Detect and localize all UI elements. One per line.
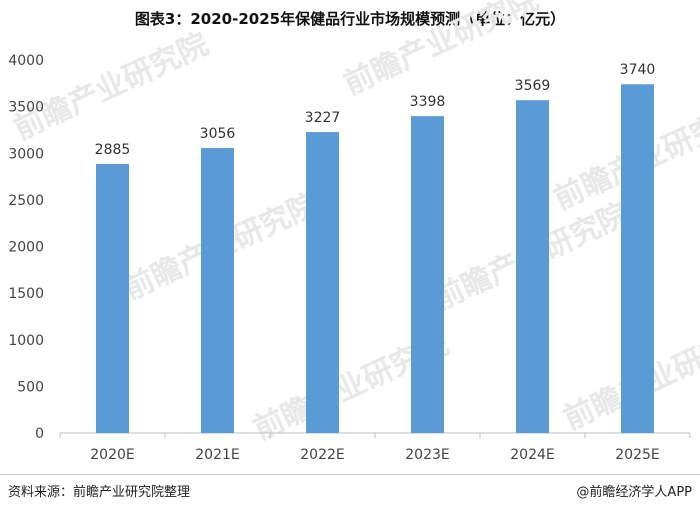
data-label-2021E: 3056 (200, 126, 236, 142)
credit-note: @前瞻经济学人APP (576, 485, 692, 500)
y-tick-label: 3000 (8, 146, 44, 162)
data-label-2024E: 3569 (515, 78, 551, 94)
bar-chart: 前瞻产业研究院前瞻产业研究院前瞻产业研究院前瞻产业研究院前瞻产业研究院前瞻产业研… (8, 0, 700, 463)
y-axis: 0 500 1000 1500 2000 2500 3000 3500 4000 (8, 53, 44, 442)
y-tick-label: 1000 (8, 333, 44, 349)
x-tick-label: 2020E (90, 447, 134, 463)
bar-2020E (96, 163, 129, 433)
bar-2025E (621, 84, 654, 434)
chart-title: 图表3：2020-2025年保健品行业市场规模预测（单位：亿元） (134, 10, 566, 28)
y-tick-label: 3500 (8, 100, 44, 116)
data-label-2023E: 3398 (410, 94, 446, 110)
bar-2023E (411, 116, 444, 433)
bars (96, 84, 654, 434)
bar-2024E (516, 100, 549, 434)
watermark-text: 前瞻产业研究院 (9, 27, 214, 147)
y-tick-label: 1500 (8, 286, 44, 302)
data-label-2025E: 3740 (620, 62, 656, 78)
y-tick-label: 2500 (8, 193, 44, 209)
x-tick-label: 2025E (615, 447, 659, 463)
data-label-2022E: 3227 (305, 110, 341, 126)
watermark-text: 前瞻产业研究院 (339, 0, 544, 102)
bar-2022E (306, 132, 339, 433)
y-tick-label: 2000 (8, 240, 44, 256)
x-axis: 2020E 2021E 2022E 2023E 2024E 2025E (59, 432, 691, 463)
y-tick-label: 4000 (8, 53, 44, 69)
bar-2021E (201, 148, 234, 433)
x-tick-label: 2023E (405, 447, 449, 463)
data-labels: 2885 3056 3227 3398 3569 3740 (95, 62, 656, 158)
y-tick-label: 500 (17, 379, 44, 395)
y-tick-label: 0 (35, 426, 44, 442)
x-tick-label: 2024E (510, 447, 554, 463)
x-tick-label: 2022E (300, 447, 344, 463)
source-note: 资料来源：前瞻产业研究院整理 (8, 485, 191, 500)
footer-divider (0, 474, 700, 475)
x-tick-label: 2021E (195, 447, 239, 463)
data-label-2020E: 2885 (95, 142, 131, 158)
